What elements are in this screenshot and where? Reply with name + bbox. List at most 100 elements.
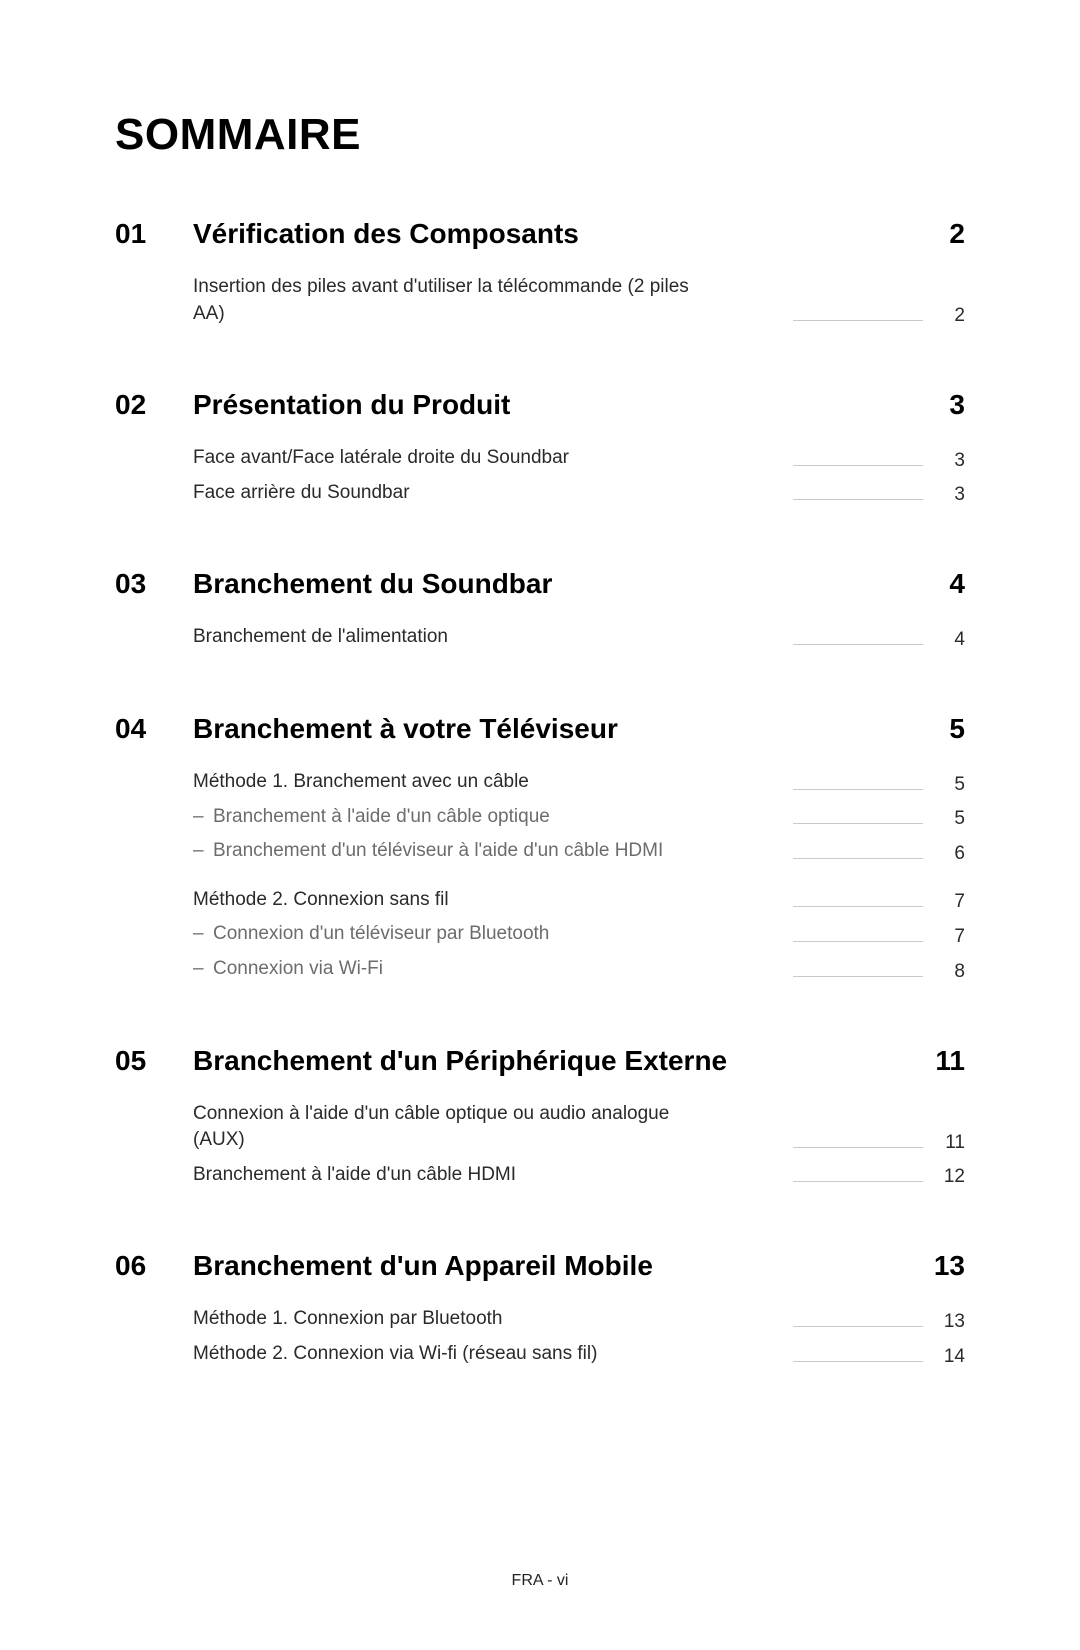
section-title: Branchement d'un Appareil Mobile: [193, 1250, 925, 1282]
leader-line: [793, 465, 923, 466]
leader-wrap: [448, 644, 935, 651]
item-text: Méthode 2. Connexion via Wi-fi (réseau s…: [193, 1341, 597, 1368]
item-text: Connexion via Wi-Fi: [193, 956, 383, 983]
section-number: 01: [115, 218, 193, 250]
item-text: Face arrière du Soundbar: [193, 480, 410, 507]
section-items: Face avant/Face latérale droite du Sound…: [193, 445, 965, 506]
item-page: 12: [935, 1166, 965, 1188]
leader-wrap: [503, 1326, 936, 1333]
leader-line: [793, 941, 923, 942]
section-items: Insertion des piles avant d'utiliser la …: [193, 274, 965, 327]
leader-line: [793, 1181, 923, 1182]
page-title: SOMMAIRE: [115, 110, 965, 160]
section-items: Méthode 1. Connexion par Bluetooth13Méth…: [193, 1306, 965, 1367]
section-number: 05: [115, 1045, 193, 1077]
leader-line: [793, 1361, 923, 1362]
toc-item: Méthode 1. Branchement avec un câble5: [193, 769, 965, 796]
section-page: 5: [925, 713, 965, 745]
toc-item: Branchement d'un téléviseur à l'aide d'u…: [193, 838, 965, 865]
leader-line: [793, 858, 923, 859]
toc-section: 02Présentation du Produit3: [115, 389, 965, 421]
leader-line: [793, 1147, 923, 1148]
leader-line: [793, 644, 923, 645]
section-items: Connexion à l'aide d'un câble optique ou…: [193, 1101, 965, 1189]
leader-wrap: [410, 499, 935, 506]
item-page: 7: [935, 926, 965, 948]
section-page: 11: [925, 1045, 965, 1077]
item-page: 3: [935, 450, 965, 472]
item-page: 4: [935, 629, 965, 651]
item-text: Connexion à l'aide d'un câble optique ou…: [193, 1101, 703, 1154]
toc-item: Face arrière du Soundbar 3: [193, 480, 965, 507]
item-text: Face avant/Face latérale droite du Sound…: [193, 445, 569, 472]
leader-line: [793, 499, 923, 500]
section-items: Branchement de l'alimentation 4: [193, 624, 965, 651]
leader-wrap: [449, 906, 935, 913]
toc-item: Branchement à l'aide d'un câble HDMI 12: [193, 1162, 965, 1189]
toc-item: Méthode 1. Connexion par Bluetooth 13: [193, 1306, 965, 1333]
item-text: Branchement de l'alimentation: [193, 624, 448, 651]
item-page: 5: [935, 808, 965, 830]
section-number: 02: [115, 389, 193, 421]
leader-wrap: [703, 320, 935, 327]
toc-section: 04Branchement à votre Téléviseur5: [115, 713, 965, 745]
toc-item: Connexion à l'aide d'un câble optique ou…: [193, 1101, 965, 1154]
section-title: Branchement d'un Périphérique Externe: [193, 1045, 925, 1077]
leader-line: [793, 789, 923, 790]
toc-item: Connexion d'un téléviseur par Bluetooth 7: [193, 921, 965, 948]
toc-item: Branchement à l'aide d'un câble optique 5: [193, 804, 965, 831]
item-text: Branchement à l'aide d'un câble HDMI: [193, 1162, 516, 1189]
leader-wrap: [703, 1147, 935, 1154]
table-of-contents: 01Vérification des Composants2Insertion …: [115, 218, 965, 1402]
section-page: 4: [925, 568, 965, 600]
toc-section: 01Vérification des Composants2: [115, 218, 965, 250]
section-title: Branchement du Soundbar: [193, 568, 925, 600]
leader-line: [793, 976, 923, 977]
leader-wrap: [550, 823, 935, 830]
item-page: 7: [935, 891, 965, 913]
section-title: Vérification des Composants: [193, 218, 925, 250]
item-page: 5: [935, 774, 965, 796]
leader-wrap: [383, 976, 935, 983]
page-footer: FRA - vi: [115, 1572, 965, 1590]
section-title: Branchement à votre Téléviseur: [193, 713, 925, 745]
item-text: Branchement d'un téléviseur à l'aide d'u…: [193, 838, 663, 865]
item-text: Connexion d'un téléviseur par Bluetooth: [193, 921, 549, 948]
toc-section: 06Branchement d'un Appareil Mobile13: [115, 1250, 965, 1282]
toc-item: Méthode 2. Connexion via Wi-fi (réseau s…: [193, 1341, 965, 1368]
leader-wrap: [549, 941, 935, 948]
section-number: 03: [115, 568, 193, 600]
toc-item: Connexion via Wi-Fi 8: [193, 956, 965, 983]
section-number: 06: [115, 1250, 193, 1282]
item-page: 14: [935, 1346, 965, 1368]
section-page: 3: [925, 389, 965, 421]
item-text: Méthode 1. Connexion par Bluetooth: [193, 1306, 503, 1333]
item-page: 3: [935, 484, 965, 506]
toc-item: Insertion des piles avant d'utiliser la …: [193, 274, 965, 327]
item-text: Branchement à l'aide d'un câble optique: [193, 804, 550, 831]
item-page: 13: [935, 1311, 965, 1333]
toc-item: Face avant/Face latérale droite du Sound…: [193, 445, 965, 472]
item-page: 2: [935, 305, 965, 327]
toc-item: Méthode 2. Connexion sans fil7: [193, 887, 965, 914]
section-items: Méthode 1. Branchement avec un câble5 Bra…: [193, 769, 965, 983]
item-page: 11: [935, 1132, 965, 1154]
leader-line: [793, 320, 923, 321]
leader-wrap: [597, 1361, 935, 1368]
section-number: 04: [115, 713, 193, 745]
leader-wrap: [663, 858, 935, 865]
toc-item: Branchement de l'alimentation 4: [193, 624, 965, 651]
item-page: 8: [935, 961, 965, 983]
toc-section: 05Branchement d'un Périphérique Externe1…: [115, 1045, 965, 1077]
leader-wrap: [569, 465, 935, 472]
item-text: Insertion des piles avant d'utiliser la …: [193, 274, 703, 327]
toc-section: 03Branchement du Soundbar4: [115, 568, 965, 600]
leader-line: [793, 823, 923, 824]
leader-wrap: [516, 1181, 935, 1188]
leader-line: [793, 906, 923, 907]
item-page: 6: [935, 843, 965, 865]
section-title: Présentation du Produit: [193, 389, 925, 421]
section-page: 13: [925, 1250, 965, 1282]
item-gap: [193, 873, 965, 887]
leader-wrap: [529, 789, 935, 796]
